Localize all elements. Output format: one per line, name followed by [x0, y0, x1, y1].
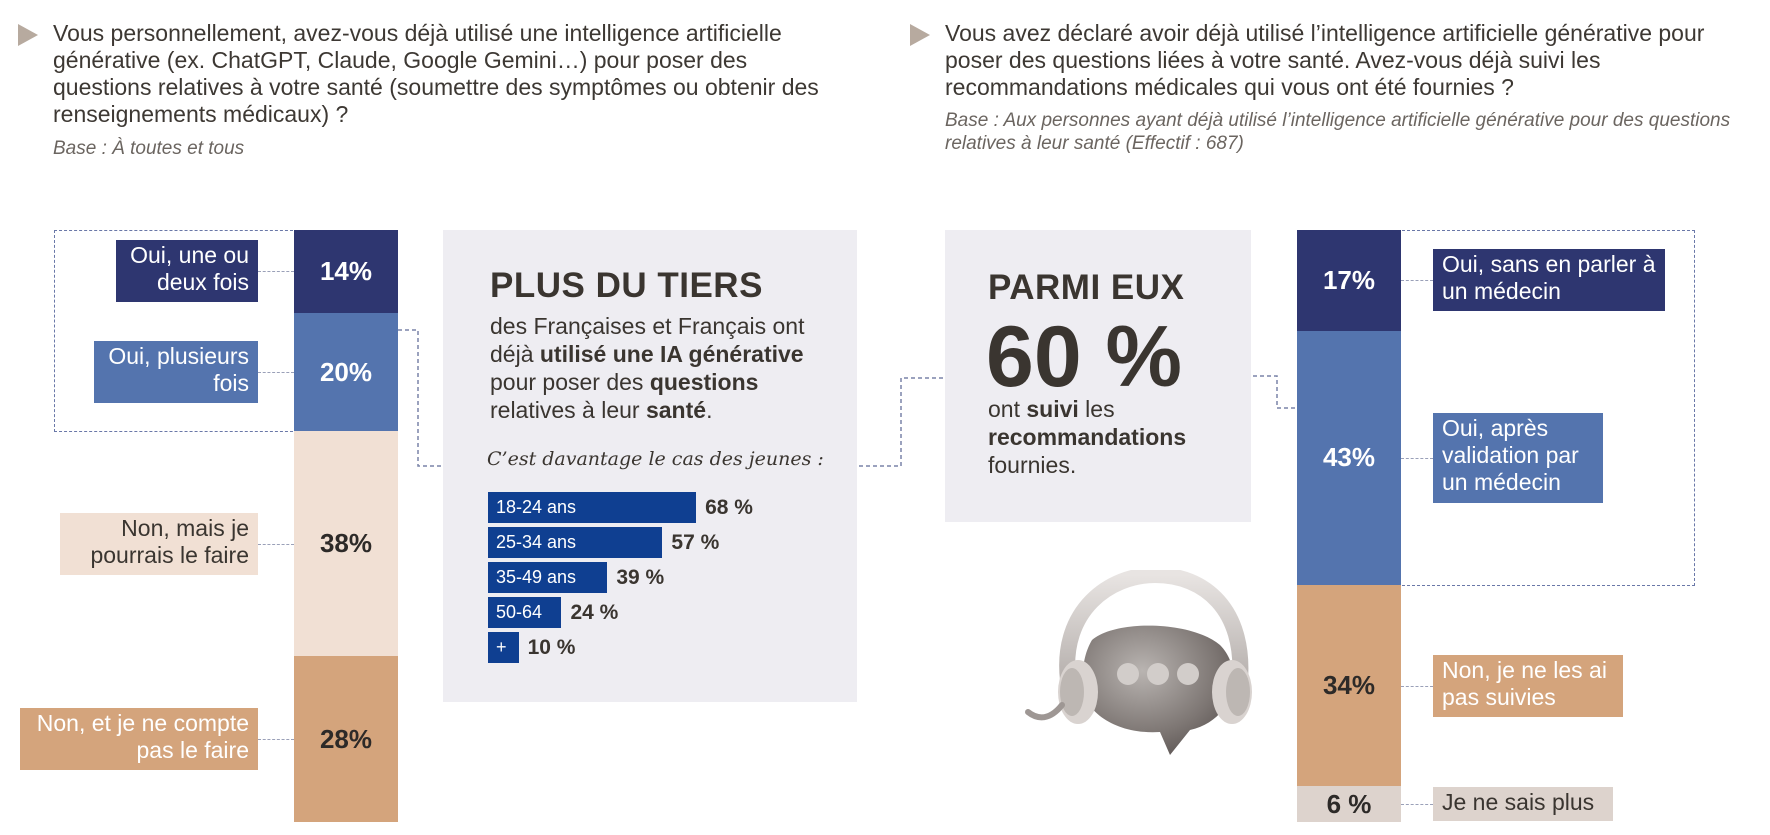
category-label: Oui, sans en parler à un médecin [1433, 249, 1665, 312]
segment-value-label: 6 % [1326, 788, 1372, 819]
card-left-bold-2: questions [649, 369, 759, 395]
category-label: Oui, après validation par un médecin [1433, 412, 1603, 503]
card-right-text-1: ont [988, 396, 1027, 422]
right-question: Vous avez déclaré avoir déjà utilisé l’i… [945, 20, 1705, 100]
left-info-card: PLUS DU TIERS des Françaises et Français… [443, 230, 857, 702]
bar-segment: 17% [1297, 230, 1401, 331]
age-bar-row: 25-34 ans 57 % [488, 527, 719, 558]
segment-value-label: 43% [1322, 442, 1376, 473]
card-left-text-4: . [706, 397, 713, 423]
category-label: Non, et je ne compte pas le faire [20, 708, 258, 771]
card-right-text-3: fournies. [988, 452, 1077, 478]
segment-value-label: 20% [319, 356, 373, 387]
left-stacked-bar: 14% 20% 38% 28% [294, 230, 398, 822]
bar-segment: 6 % [1297, 786, 1401, 822]
age-bar: 18-24 ans [488, 492, 697, 523]
segment-value-label: 38% [319, 528, 373, 559]
label-leader-line [1401, 280, 1433, 282]
connector-left [398, 329, 442, 467]
age-category-label: + [496, 637, 507, 657]
category-label: Oui, une ou deux fois [116, 240, 258, 303]
category-label: Oui, plusieurs fois [94, 341, 258, 404]
card-left-text-1: des Françaises et Français ont déjà [490, 313, 805, 367]
bar-segment: 20% [294, 312, 398, 432]
card-right-text: ont suivi les recommandations fournies. [988, 395, 1228, 479]
age-value-label: 57 % [671, 530, 720, 554]
bar-segment: 38% [294, 431, 398, 657]
label-leader-line [1401, 685, 1433, 687]
age-bar-row: +10 % [488, 632, 575, 663]
label-leader-line [258, 271, 294, 273]
category-label: Non, mais je pourrais le faire [60, 512, 258, 575]
connector-middle [859, 377, 945, 467]
card-right-text-2: les [1078, 396, 1115, 422]
label-leader-line [1401, 457, 1433, 459]
age-bar: + [488, 632, 519, 663]
bar-segment: 34% [1297, 585, 1401, 787]
right-info-card: PARMI EUX 60 % ont suivi les recommandat… [945, 230, 1251, 522]
right-question-block: Vous avez déclaré avoir déjà utilisé l’i… [945, 20, 1745, 155]
card-right-big-value: 60 % [986, 309, 1183, 405]
age-category-label: 35-49 ans [496, 567, 577, 587]
label-leader-line [258, 372, 294, 374]
age-bar-row: 50-64 24 % [488, 597, 618, 628]
category-label: Non, je ne les ai pas suivies [1433, 654, 1623, 717]
card-right-bold-2: recommandations [988, 424, 1187, 450]
age-value-label: 68 % [705, 495, 753, 519]
card-right-title: PARMI EUX [988, 268, 1185, 307]
card-left-bold-1: utilisé une IA générative [539, 341, 804, 367]
age-value-label: 10 % [527, 635, 576, 659]
segment-value-label: 28% [319, 723, 373, 754]
age-bar: 25-34 ans [488, 527, 663, 558]
left-question-block: Vous personnellement, avez-vous déjà uti… [53, 20, 823, 160]
card-left-note: C’est davantage le cas des jeunes : [487, 448, 824, 470]
bar-segment: 28% [294, 656, 398, 822]
segment-value-label: 17% [1322, 264, 1376, 295]
age-value-label: 24 % [570, 600, 619, 624]
age-bar: 50-64 [488, 597, 562, 628]
age-category-label: 50-64 [496, 602, 543, 622]
label-leader-line [258, 543, 294, 545]
age-bar: 35-49 ans [488, 562, 608, 593]
segment-value-label: 14% [319, 255, 373, 286]
card-left-title: PLUS DU TIERS [490, 266, 763, 305]
card-left-text-3: relatives à leur [490, 397, 646, 423]
category-label: Je ne sais plus [1433, 787, 1613, 822]
connector-right [1253, 375, 1297, 409]
left-question: Vous personnellement, avez-vous déjà uti… [53, 20, 819, 127]
age-category-label: 18-24 ans [496, 497, 577, 517]
age-bar-row: 18-24 ans 68 % [488, 492, 753, 523]
age-bar-row: 35-49 ans 39 % [488, 562, 664, 593]
age-value-label: 39 % [616, 565, 665, 589]
age-category-label: 25-34 ans [496, 532, 577, 552]
label-leader-line [258, 739, 294, 741]
left-base: Base : À toutes et tous [53, 138, 245, 159]
card-left-text: des Françaises et Français ont déjà util… [490, 312, 835, 424]
triangle-right-icon [910, 24, 930, 46]
bar-segment: 43% [1297, 330, 1401, 586]
triangle-right-icon [18, 24, 38, 46]
chat-bubble-headphones-icon [1025, 570, 1252, 755]
label-leader-line [1401, 804, 1433, 806]
card-right-bold-1: suivi [1026, 396, 1079, 422]
right-base: Base : Aux personnes ayant déjà utilisé … [945, 110, 1731, 154]
card-left-text-2: pour poser des [490, 369, 650, 395]
segment-value-label: 34% [1322, 670, 1376, 701]
card-left-bold-3: santé [645, 397, 707, 423]
bar-segment: 14% [294, 230, 398, 313]
right-stacked-bar: 17% 43% 34% 6 % [1297, 230, 1401, 822]
